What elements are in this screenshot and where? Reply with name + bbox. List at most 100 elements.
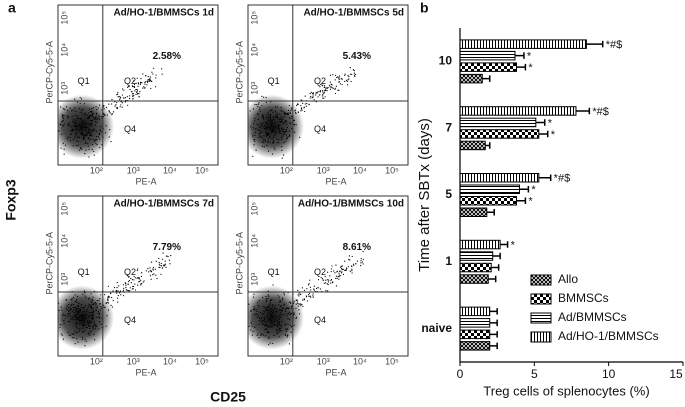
event-dot: [262, 323, 264, 325]
event-dot: [146, 84, 148, 86]
event-dot: [82, 327, 84, 329]
event-dot: [136, 269, 138, 271]
event-dot: [62, 338, 65, 340]
event-dot: [315, 91, 317, 94]
event-dot: [93, 116, 95, 118]
event-dot: [289, 324, 292, 326]
event-dot: [273, 119, 275, 121]
x-tick-label: 10³: [317, 165, 330, 175]
event-dot: [270, 320, 272, 322]
event-dot: [278, 131, 281, 134]
event-dot: [148, 271, 150, 273]
event-dot: [330, 279, 332, 282]
event-dot: [346, 84, 349, 86]
event-dot: [360, 258, 362, 260]
event-dot: [280, 106, 282, 109]
event-dot: [351, 272, 353, 274]
event-dot: [263, 306, 265, 308]
event-dot: [271, 109, 273, 111]
event-dot: [93, 311, 95, 313]
event-dot: [279, 124, 281, 127]
event-dot: [272, 306, 274, 308]
event-dot: [86, 133, 88, 135]
event-dot: [250, 126, 252, 128]
event-dot: [67, 307, 70, 309]
event-dot: [151, 71, 153, 73]
event-dot: [279, 312, 282, 314]
event-dot: [90, 330, 92, 332]
event-dot: [78, 117, 80, 120]
x-tick-label: 5: [531, 367, 538, 381]
event-dot: [92, 312, 94, 314]
event-dot: [281, 320, 283, 323]
event-dot: [297, 303, 299, 305]
event-dot: [283, 292, 285, 294]
event-dot: [60, 333, 62, 335]
event-dot: [322, 91, 324, 93]
event-dot: [339, 275, 341, 277]
event-dot: [312, 92, 314, 94]
event-dot: [79, 308, 82, 310]
event-dot: [257, 112, 259, 115]
event-dot: [251, 334, 253, 336]
event-dot: [304, 110, 306, 113]
event-dot: [297, 111, 299, 113]
event-dot: [291, 306, 293, 308]
event-dot: [139, 91, 141, 93]
event-dot: [168, 259, 171, 261]
event-dot: [283, 313, 285, 315]
event-dot: [284, 324, 286, 326]
event-dot: [75, 325, 77, 327]
x-tick-label: 10²: [280, 165, 293, 175]
plot-frame: [57, 195, 219, 357]
event-dot: [281, 135, 283, 137]
event-dot: [267, 140, 270, 142]
event-dot: [74, 121, 76, 124]
event-dot: [277, 321, 280, 323]
event-dot: [152, 274, 154, 276]
event-dot: [116, 287, 118, 289]
event-dot: [267, 310, 269, 312]
event-dot: [276, 329, 278, 331]
error-bar: [491, 264, 500, 271]
event-dot: [85, 123, 87, 125]
event-dot: [279, 301, 281, 303]
event-dot: [89, 131, 91, 134]
event-dot: [322, 95, 324, 97]
event-dot: [312, 93, 315, 95]
event-dot: [86, 134, 88, 136]
event-dot: [85, 340, 87, 342]
event-dot: [300, 110, 302, 112]
plot-title: Ad/HO-1/BMMSCs 10d: [298, 199, 404, 210]
event-dot: [149, 76, 151, 78]
event-dot: [331, 282, 334, 284]
event-dot: [92, 317, 95, 319]
event-dot: [287, 109, 290, 111]
event-dot: [260, 135, 262, 137]
error-bar: [482, 75, 491, 82]
event-dot: [133, 94, 135, 97]
event-dot: [147, 80, 149, 82]
event-dot: [341, 268, 343, 271]
event-dot: [263, 310, 265, 312]
event-dot: [266, 134, 269, 136]
event-dot: [72, 306, 74, 308]
event-dot: [353, 70, 355, 72]
event-dot: [93, 154, 95, 156]
event-dot: [272, 321, 274, 323]
event-dot: [294, 112, 297, 114]
event-dot: [155, 260, 157, 263]
event-dot: [164, 264, 166, 267]
event-dot: [271, 322, 273, 325]
event-dot: [294, 131, 296, 133]
event-dot: [90, 305, 92, 307]
significance: *: [551, 129, 556, 141]
significance: *#$: [606, 39, 623, 51]
event-dot: [280, 146, 283, 148]
event-dot: [77, 144, 79, 146]
event-dot: [265, 135, 268, 137]
event-dot: [90, 293, 92, 295]
event-dot: [125, 283, 127, 285]
bar: [459, 262, 492, 273]
event-dot: [336, 271, 338, 273]
